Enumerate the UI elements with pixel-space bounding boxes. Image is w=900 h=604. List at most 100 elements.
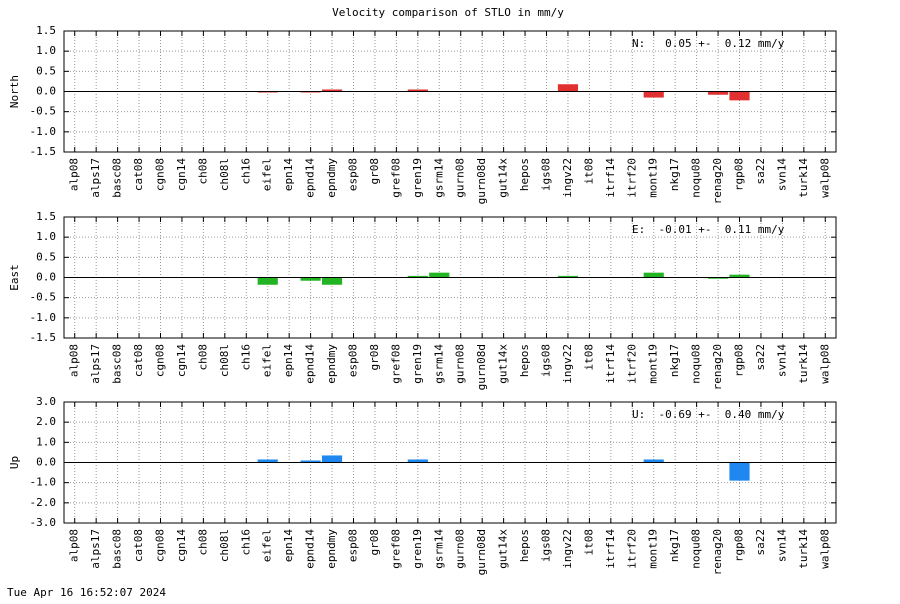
chart-title: Velocity comparison of STLO in mm/y — [332, 6, 564, 19]
x-tick-label: gren19 — [411, 158, 424, 198]
x-tick-label: renag20 — [711, 529, 724, 575]
plot-frame — [63, 30, 837, 153]
x-tick-label: basc08 — [111, 529, 124, 569]
x-tick-label: cgn14 — [175, 344, 188, 377]
x-tick-label: itrf20 — [625, 158, 638, 198]
bar — [643, 272, 664, 278]
y-tick-label: 0.5 — [36, 250, 56, 263]
x-tick-label: ch08l — [218, 529, 231, 562]
x-tick-label: it08 — [582, 158, 595, 185]
x-tick-label: gref08 — [389, 529, 402, 569]
bar — [300, 460, 321, 463]
x-tick-label: igs08 — [540, 344, 553, 377]
x-tick-label: noqu08 — [690, 158, 703, 198]
x-tick-label: itrf20 — [625, 529, 638, 569]
y-tick-label: -1.5 — [30, 145, 57, 158]
x-tick-label: esp08 — [347, 344, 360, 377]
bar — [300, 277, 321, 281]
x-tick-label: gr08 — [368, 529, 381, 556]
x-tick-label: epn14 — [282, 529, 295, 562]
x-tick-label: eifel — [261, 158, 274, 191]
x-tick-label: igs08 — [540, 158, 553, 191]
y-tick-label: -1.0 — [30, 476, 57, 489]
y-tick-label: -1.5 — [30, 331, 57, 344]
x-tick-label: mont19 — [647, 344, 660, 384]
x-tick-label: sa22 — [754, 158, 767, 185]
x-tick-label: cgn14 — [175, 158, 188, 191]
bar — [707, 91, 729, 95]
x-tick-label: gren19 — [411, 344, 424, 384]
annotation: N: 0.05 +- 0.12 mm/y — [632, 37, 785, 50]
y-axis-label: North — [8, 75, 21, 108]
x-tick-label: rgp08 — [733, 158, 746, 191]
x-tick-label: sa22 — [754, 344, 767, 371]
x-tick-label: gurn08d — [475, 344, 488, 390]
bar — [643, 459, 664, 463]
y-tick-label: 0.0 — [36, 271, 56, 284]
x-tick-label: itrf14 — [604, 344, 617, 384]
x-tick-label: rgp08 — [733, 529, 746, 562]
x-tick-label: mont19 — [647, 529, 660, 569]
x-tick-label: it08 — [582, 529, 595, 556]
bar — [321, 89, 343, 92]
y-tick-label: 2.0 — [36, 415, 56, 428]
x-tick-label: igs08 — [540, 529, 553, 562]
annotation: U: -0.69 +- 0.40 mm/y — [632, 408, 785, 421]
x-tick-label: gurn08d — [475, 529, 488, 575]
x-tick-label: alps17 — [89, 344, 102, 384]
y-tick-label: 1.0 — [36, 44, 56, 57]
x-tick-label: gut14x — [497, 529, 510, 569]
x-tick-label: nkg17 — [668, 344, 681, 377]
bar — [407, 459, 428, 463]
x-tick-label: walp08 — [818, 344, 831, 384]
x-tick-label: ch16 — [239, 529, 252, 556]
x-tick-label: epn14 — [282, 344, 295, 377]
y-tick-label: -1.0 — [30, 125, 57, 138]
y-tick-label: 1.0 — [36, 435, 56, 448]
plot-frame — [63, 401, 837, 524]
y-axis-label: Up — [8, 456, 21, 469]
x-tick-label: svn14 — [775, 529, 788, 562]
y-tick-label: -1.0 — [30, 311, 57, 324]
x-tick-label: gurn08 — [454, 529, 467, 569]
bar — [729, 91, 750, 101]
y-tick-label: -3.0 — [30, 516, 57, 529]
x-tick-label: ch08 — [196, 158, 209, 185]
x-tick-label: epnd14 — [304, 529, 317, 569]
x-tick-label: eifel — [261, 344, 274, 377]
x-tick-label: it08 — [582, 344, 595, 371]
bar — [407, 89, 428, 92]
x-tick-label: alps17 — [89, 529, 102, 569]
x-tick-label: turk14 — [797, 158, 810, 198]
x-tick-label: hepos — [518, 344, 531, 377]
x-tick-label: gr08 — [368, 344, 381, 371]
x-tick-label: epndmy — [325, 529, 338, 569]
x-tick-label: rgp08 — [733, 344, 746, 377]
x-tick-label: ingv22 — [561, 344, 574, 384]
y-tick-label: 1.5 — [36, 24, 56, 37]
x-tick-label: itrf14 — [604, 529, 617, 569]
x-tick-label: cgn14 — [175, 529, 188, 562]
x-tick-label: sa22 — [754, 529, 767, 556]
x-tick-label: esp08 — [347, 529, 360, 562]
y-tick-label: 1.5 — [36, 210, 56, 223]
x-tick-label: alp08 — [68, 529, 81, 562]
x-tick-label: epnd14 — [304, 158, 317, 198]
x-tick-label: cgn08 — [154, 344, 167, 377]
x-tick-label: walp08 — [818, 529, 831, 569]
x-tick-label: nkg17 — [668, 158, 681, 191]
plot-frame — [63, 216, 837, 339]
y-tick-label: 0.5 — [36, 64, 56, 77]
x-tick-label: itrf20 — [625, 344, 638, 384]
x-tick-label: noqu08 — [690, 344, 703, 384]
x-tick-label: gurn08 — [454, 344, 467, 384]
x-tick-label: gurn08d — [475, 158, 488, 204]
x-tick-label: basc08 — [111, 158, 124, 198]
bar — [557, 275, 579, 278]
x-tick-label: svn14 — [775, 344, 788, 377]
bar — [321, 277, 343, 285]
x-tick-label: ch08 — [196, 529, 209, 556]
x-tick-label: alp08 — [68, 158, 81, 191]
x-tick-label: hepos — [518, 158, 531, 191]
x-tick-label: gref08 — [389, 344, 402, 384]
